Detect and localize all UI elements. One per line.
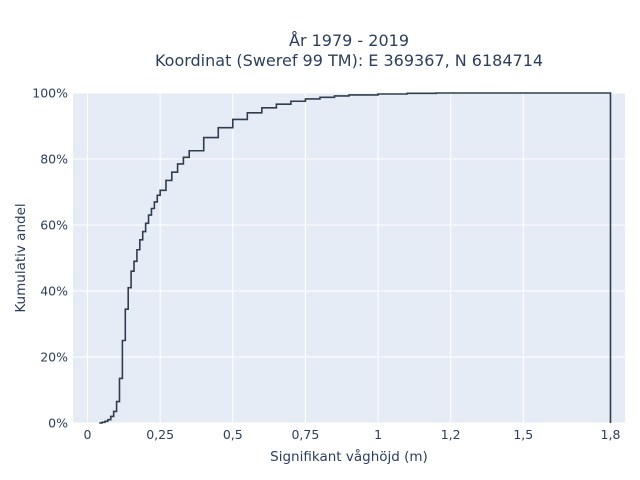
x-tick-label: 1: [374, 427, 382, 442]
chart-title-line-2: Koordinat (Sweref 99 TM): E 369367, N 61…: [155, 51, 543, 70]
y-tick-label: 20%: [40, 350, 68, 365]
x-tick-label: 1,5: [513, 427, 533, 442]
x-tick-label: 0,5: [223, 427, 243, 442]
x-tick-label: 1,8: [601, 427, 621, 442]
x-tick-label: 0: [84, 427, 92, 442]
y-tick-label: 100%: [32, 86, 68, 101]
x-tick-label: 1,2: [441, 427, 461, 442]
x-tick-label: 0,75: [291, 427, 319, 442]
x-axis-ticks: 0 0,25 0,5 0,75 1 1,2 1,5 1,8: [84, 427, 621, 442]
y-tick-label: 40%: [40, 284, 68, 299]
x-tick-label: 0,25: [146, 427, 174, 442]
cdf-step-line: [99, 92, 612, 424]
plot-area: [73, 93, 625, 423]
chart-title-line-1: År 1979 - 2019: [289, 31, 409, 50]
y-axis-label: Kumulativ andel: [13, 203, 29, 312]
y-tick-label: 80%: [40, 152, 68, 167]
y-axis-ticks: 0% 20% 40% 60% 80% 100%: [32, 86, 68, 431]
y-tick-label: 0%: [48, 416, 68, 431]
x-axis-label: Signifikant våghöjd (m): [270, 448, 428, 465]
y-tick-label: 60%: [40, 218, 68, 233]
